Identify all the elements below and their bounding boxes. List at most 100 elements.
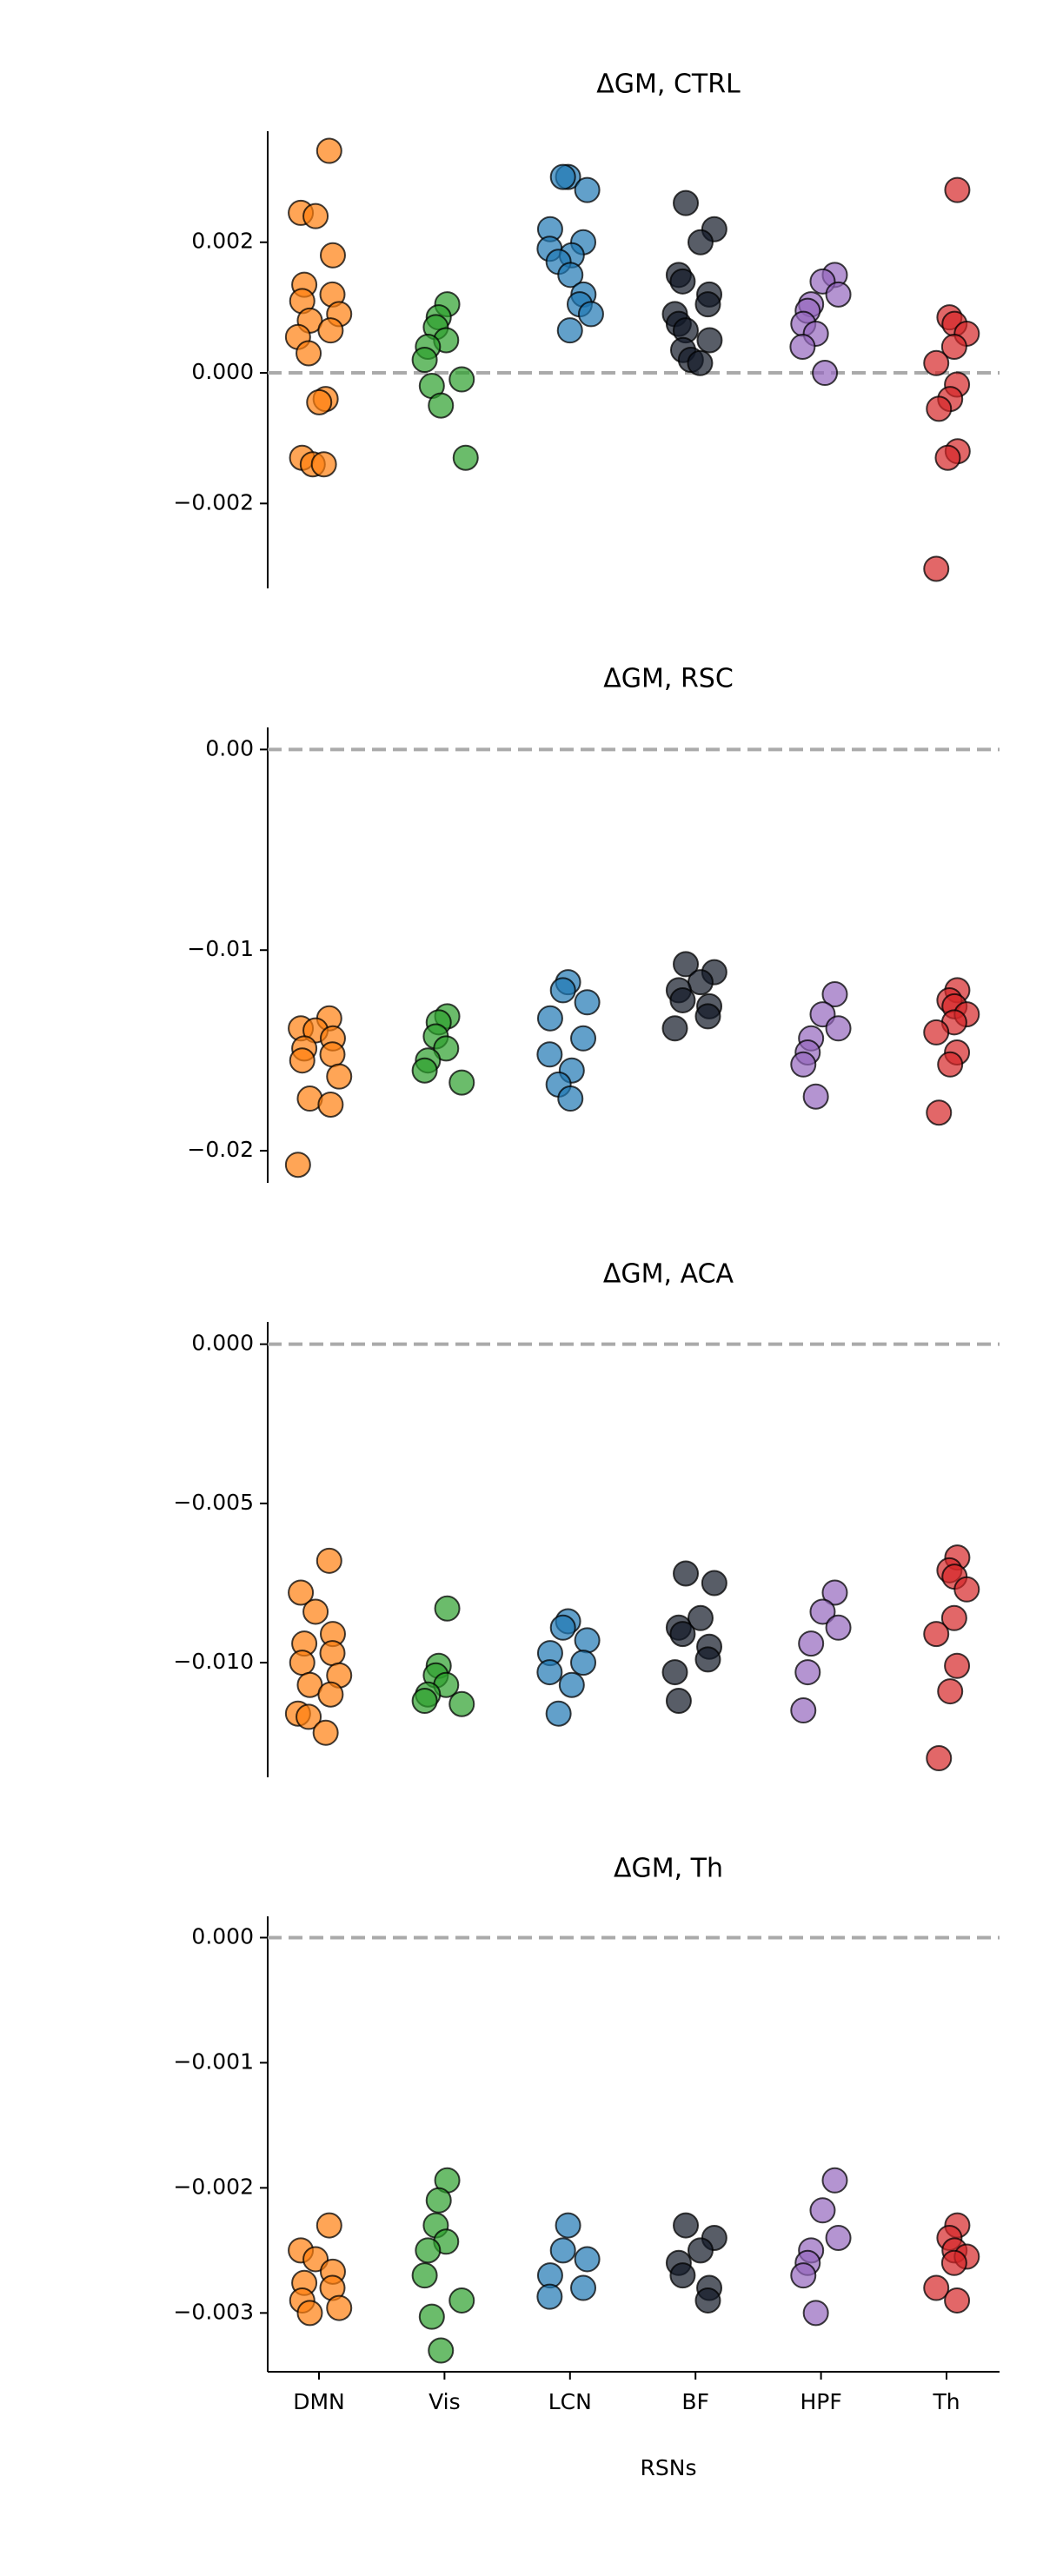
- data-point: [673, 1560, 700, 1587]
- x-axis-label: RSNs: [641, 2455, 697, 2480]
- y-tick-label: −0.01: [187, 936, 254, 961]
- data-point: [701, 1570, 727, 1597]
- data-point: [669, 986, 696, 1013]
- data-point: [570, 2274, 597, 2301]
- data-point: [923, 1019, 950, 1046]
- y-tick-label: −0.005: [173, 1490, 254, 1515]
- data-point: [789, 333, 816, 360]
- data-point: [937, 1678, 964, 1705]
- data-point: [415, 2237, 442, 2264]
- data-point: [809, 2197, 836, 2224]
- data-point: [536, 1041, 563, 1068]
- data-point: [825, 1015, 852, 1042]
- data-point: [687, 229, 714, 256]
- data-point: [319, 242, 346, 269]
- data-point: [428, 2337, 455, 2364]
- y-tick-label: −0.001: [173, 2048, 254, 2074]
- data-point: [825, 1614, 852, 1641]
- data-point: [669, 2262, 696, 2289]
- data-point: [673, 951, 700, 978]
- data-point: [944, 176, 971, 203]
- y-tick-label: −0.02: [187, 1137, 254, 1162]
- data-point: [940, 333, 967, 360]
- data-point: [687, 349, 714, 376]
- data-point: [536, 1659, 563, 1686]
- data-point: [574, 176, 601, 203]
- data-point: [289, 1650, 316, 1676]
- data-point: [669, 268, 696, 295]
- data-point: [536, 2283, 563, 2310]
- data-point: [940, 2249, 967, 2276]
- data-point: [687, 1604, 714, 1631]
- data-point: [825, 2224, 852, 2251]
- data-point: [317, 317, 344, 344]
- data-point: [926, 395, 953, 422]
- data-point: [953, 1576, 980, 1603]
- data-point: [296, 2300, 323, 2327]
- data-point: [448, 2287, 475, 2314]
- data-point: [549, 977, 576, 1004]
- data-point: [433, 1035, 460, 1062]
- data-point: [802, 2300, 829, 2327]
- data-point: [316, 2212, 342, 2239]
- data-point: [944, 2287, 971, 2314]
- x-tick-label: BF: [681, 2389, 709, 2414]
- chart-title: ΔGM, ACA: [603, 1259, 734, 1290]
- data-point: [673, 189, 700, 216]
- data-point: [555, 2212, 581, 2239]
- data-point: [289, 1047, 316, 1074]
- data-point: [934, 444, 961, 471]
- data-point: [316, 137, 342, 164]
- data-point: [687, 969, 714, 996]
- data-point: [428, 392, 455, 419]
- data-point: [696, 327, 723, 354]
- data-point: [545, 1700, 572, 1727]
- data-point: [326, 1063, 353, 1090]
- data-point: [452, 444, 479, 471]
- data-point: [549, 1614, 576, 1641]
- data-point: [288, 1579, 315, 1606]
- data-point: [790, 1697, 817, 1724]
- x-tick-label: Vis: [428, 2389, 461, 2414]
- x-tick-label: HPF: [800, 2389, 841, 2414]
- data-point: [940, 1604, 967, 1631]
- data-point: [673, 2212, 700, 2239]
- data-point: [411, 347, 438, 373]
- data-point: [284, 1152, 311, 1178]
- data-point: [448, 1069, 475, 1096]
- data-point: [577, 301, 604, 328]
- data-point: [411, 1688, 438, 1715]
- data-point: [821, 2167, 848, 2194]
- data-point: [825, 281, 852, 308]
- data-point: [316, 1547, 342, 1574]
- data-point: [923, 2274, 950, 2301]
- chart-title: ΔGM, Th: [614, 1854, 723, 1884]
- data-point: [319, 1640, 346, 1667]
- y-tick-label: −0.003: [173, 2299, 254, 2324]
- data-point: [694, 291, 721, 318]
- y-tick-label: 0.000: [191, 1331, 254, 1356]
- data-point: [310, 451, 337, 478]
- data-point: [821, 1579, 848, 1606]
- data-point: [687, 2237, 714, 2264]
- data-point: [557, 1086, 584, 1112]
- data-point: [425, 2187, 452, 2214]
- y-tick-label: 0.000: [191, 1923, 254, 1949]
- data-point: [794, 1659, 821, 1686]
- data-point: [798, 1630, 825, 1657]
- data-point: [923, 555, 950, 582]
- data-point: [557, 262, 584, 289]
- x-tick-label: DMN: [293, 2389, 345, 2414]
- data-point: [306, 388, 333, 415]
- data-point: [574, 1627, 601, 1654]
- data-point: [326, 2294, 353, 2321]
- data-point: [296, 1703, 322, 1730]
- data-point: [790, 2262, 817, 2289]
- data-point: [317, 1091, 344, 1118]
- data-point: [549, 2237, 576, 2264]
- data-point: [549, 163, 576, 190]
- data-point: [665, 1688, 692, 1715]
- data-point: [694, 1646, 721, 1673]
